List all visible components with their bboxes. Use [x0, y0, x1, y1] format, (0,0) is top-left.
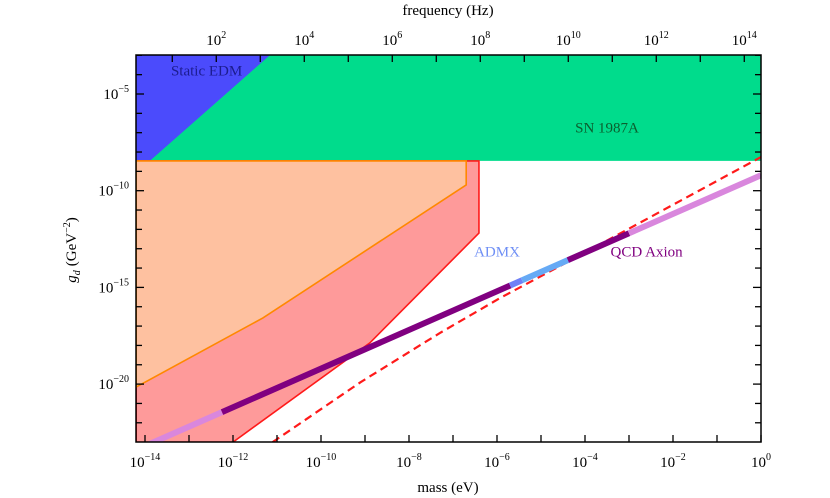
x-tick-label: 100 — [751, 452, 771, 471]
qcd-axion-segment — [508, 277, 524, 289]
y-tick-label: 10−15 — [98, 277, 129, 296]
qcd-axion-segment — [220, 282, 512, 415]
x2-tick-label: 106 — [382, 30, 402, 49]
x2-tick-label: 1010 — [556, 30, 581, 49]
label-admx: ADMX — [474, 244, 520, 260]
qcd-axion-segment — [520, 257, 570, 283]
region-labels: SN 1987A Static EDM QCD Axion ADMX — [171, 64, 683, 261]
x2-tick-label: 1012 — [644, 30, 669, 49]
y-label-symbol: g — [64, 275, 80, 283]
x2-tick-label: 1014 — [732, 30, 757, 49]
x2-tick-label: 104 — [294, 30, 314, 49]
x2-tick-label: 108 — [470, 30, 490, 49]
y-label-unit: (GeV — [64, 233, 80, 266]
x-tick-label: 10−12 — [218, 452, 249, 471]
x-axis-label: mass (eV) — [417, 480, 478, 496]
y-tick-label: 10−10 — [98, 181, 129, 200]
label-static-edm: Static EDM — [171, 64, 242, 80]
qcd-axion-segment — [566, 230, 631, 263]
x-tick-label: 10−2 — [660, 452, 686, 471]
y-axis-label: gd (GeV−2) — [62, 217, 83, 282]
label-qcd-axion: QCD Axion — [611, 244, 684, 260]
label-sn-1987a: SN 1987A — [575, 121, 639, 137]
x-tick-label: 10−6 — [484, 452, 510, 471]
x-tick-label: 10−4 — [572, 452, 598, 471]
y-tick-label: 10−5 — [103, 84, 129, 103]
y-tick-label: 10−20 — [98, 374, 129, 393]
qcd-axion-segment — [146, 409, 224, 442]
region-sn-1987a — [136, 55, 761, 161]
y-label-subscript: d — [72, 269, 83, 275]
qcd-axion-segment — [627, 172, 761, 236]
y-label-close: ) — [64, 217, 80, 222]
x2-axis-label: frequency (Hz) — [402, 3, 493, 19]
x-tick-label: 10−10 — [306, 452, 337, 471]
x-tick-label: 10−14 — [130, 452, 161, 471]
plot-area — [136, 55, 761, 442]
x-tick-label: 10−8 — [396, 452, 422, 471]
axis-ticks: 10−14 10−12 10−10 10−8 10−6 10−4 10−2 100 102 104… — [98, 30, 771, 471]
y-label-unit-exp: −2 — [62, 222, 73, 233]
x2-tick-label: 102 — [206, 30, 226, 49]
region-static-edm — [136, 55, 271, 173]
